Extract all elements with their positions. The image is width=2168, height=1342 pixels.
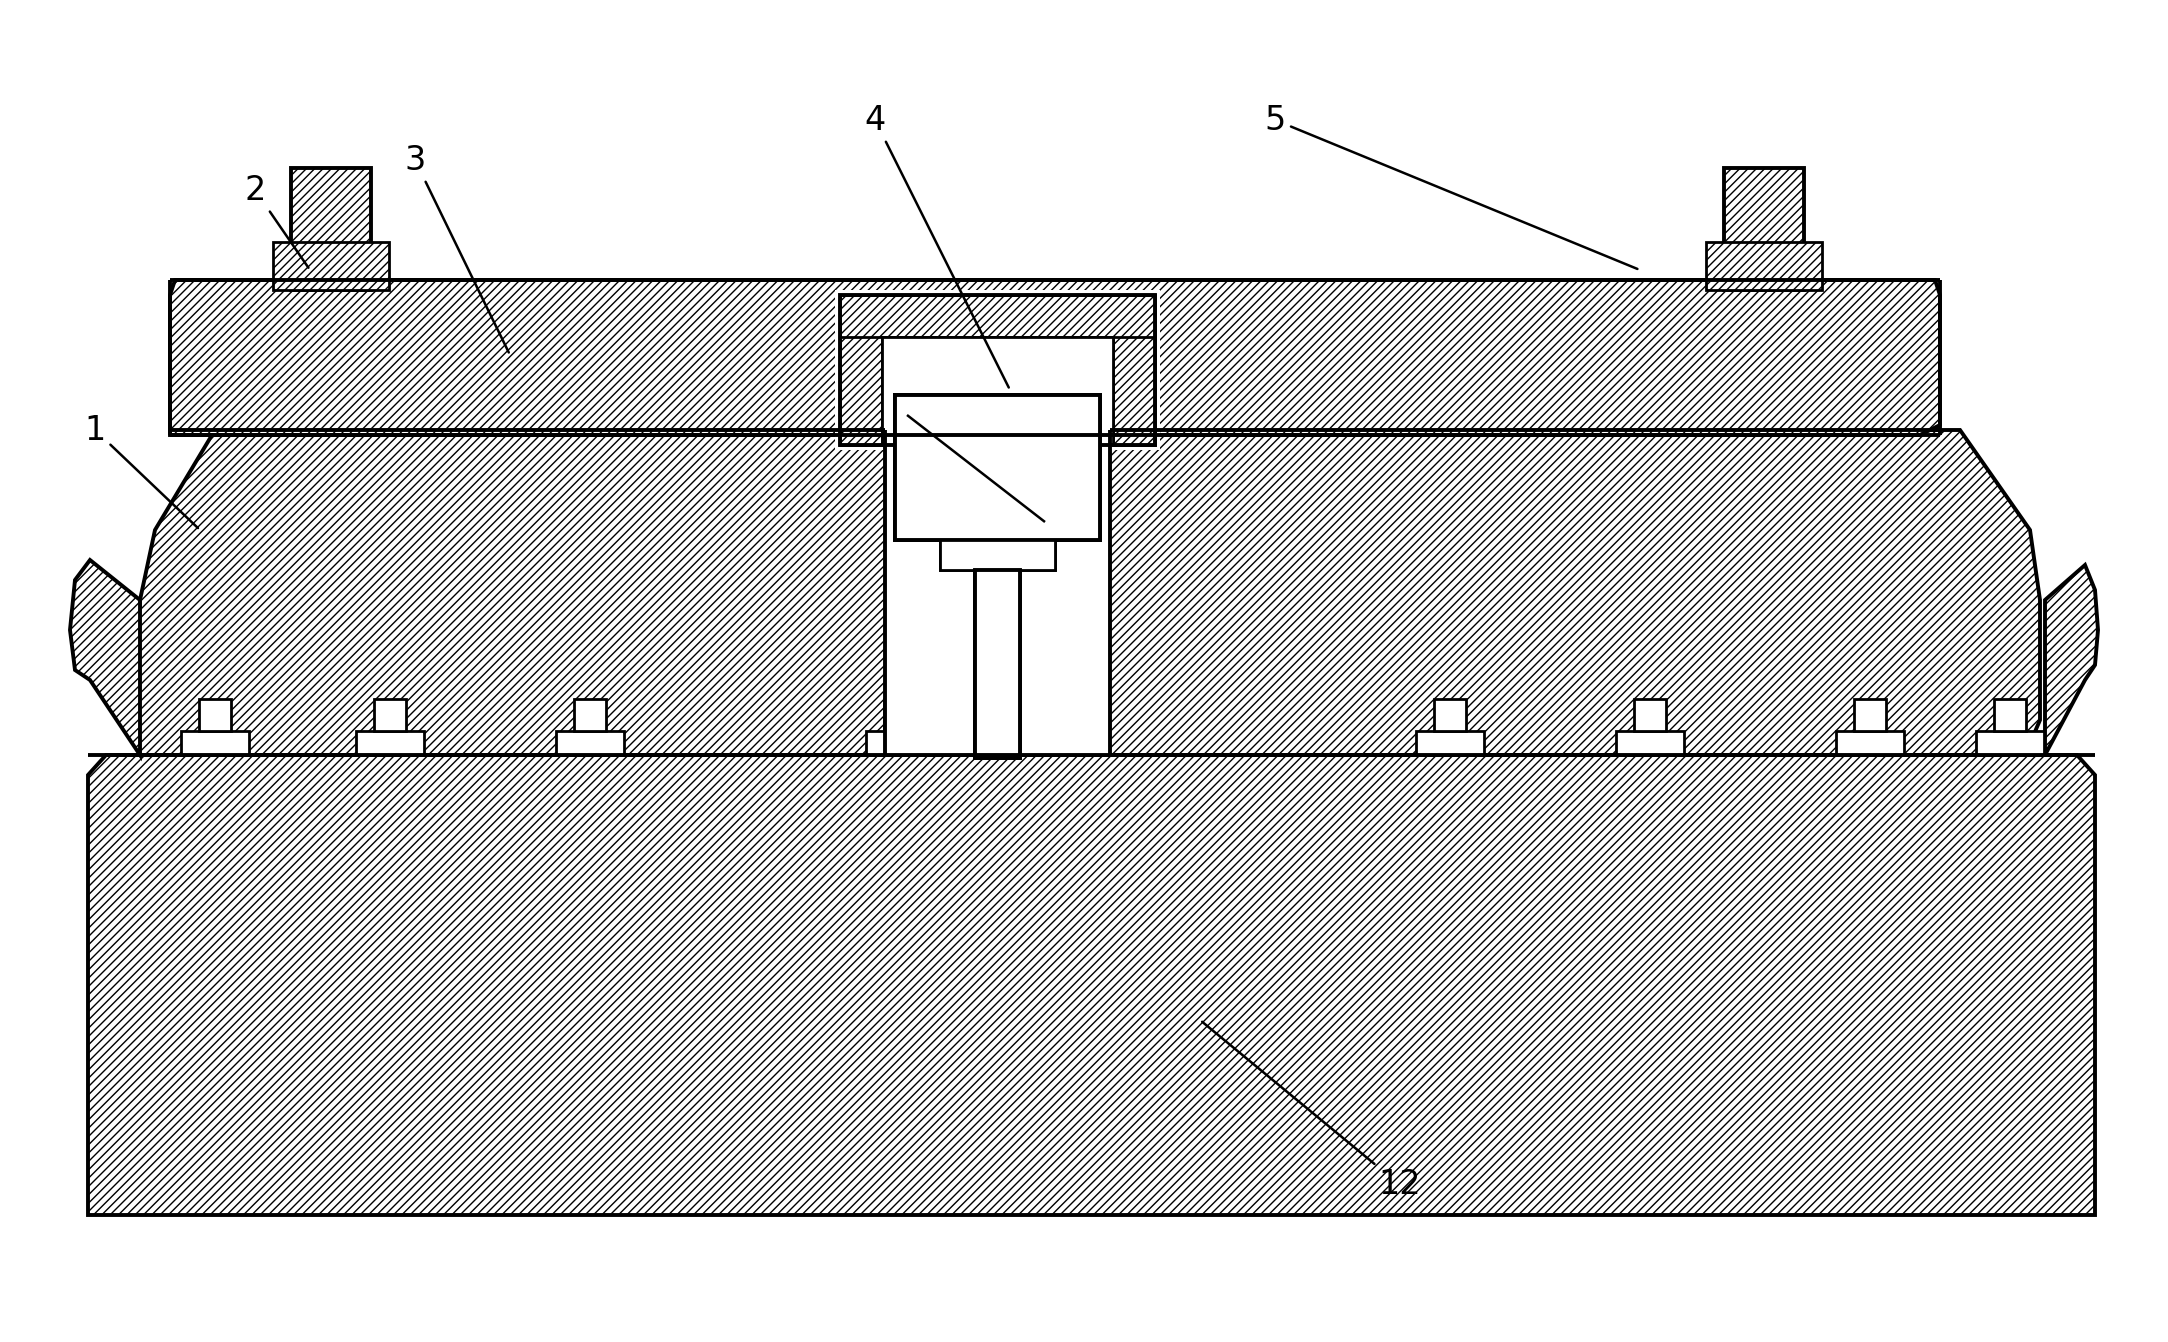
Bar: [199, 699, 232, 731]
Bar: [1416, 731, 1485, 756]
Bar: [941, 539, 1056, 570]
Bar: [976, 429, 1019, 756]
Bar: [1854, 699, 1886, 731]
Bar: [575, 699, 607, 731]
Bar: [976, 570, 1019, 758]
Bar: [1615, 731, 1685, 756]
Bar: [1975, 731, 2044, 756]
Text: 2: 2: [245, 173, 308, 267]
Polygon shape: [134, 429, 2040, 756]
Bar: [1836, 731, 1904, 756]
Bar: [375, 699, 405, 731]
Bar: [273, 242, 388, 290]
Bar: [1995, 699, 2027, 731]
Polygon shape: [69, 560, 141, 756]
Bar: [1724, 168, 1804, 290]
Bar: [882, 337, 1112, 446]
Bar: [1706, 242, 1821, 290]
Text: 1: 1: [85, 413, 197, 529]
Bar: [941, 539, 1056, 570]
Bar: [1433, 699, 1466, 731]
Polygon shape: [2044, 565, 2099, 756]
Bar: [839, 295, 1156, 337]
Text: 3: 3: [405, 144, 509, 353]
Bar: [839, 295, 1156, 446]
Bar: [895, 395, 1099, 539]
Text: 4: 4: [865, 103, 1008, 388]
Bar: [291, 168, 371, 290]
Bar: [1054, 699, 1086, 731]
Bar: [895, 395, 1099, 539]
Bar: [1635, 699, 1665, 731]
Bar: [356, 731, 425, 756]
Bar: [865, 731, 934, 756]
Bar: [1112, 295, 1156, 446]
Polygon shape: [169, 280, 1940, 435]
Bar: [885, 429, 1110, 756]
Bar: [180, 731, 249, 756]
Bar: [555, 731, 624, 756]
Bar: [1036, 731, 1104, 756]
Text: 12: 12: [1201, 1021, 1422, 1201]
Bar: [885, 699, 917, 731]
Polygon shape: [89, 756, 2094, 1215]
Text: 5: 5: [1264, 103, 1637, 268]
Bar: [839, 295, 882, 446]
Bar: [835, 290, 1160, 450]
Bar: [976, 570, 1019, 758]
